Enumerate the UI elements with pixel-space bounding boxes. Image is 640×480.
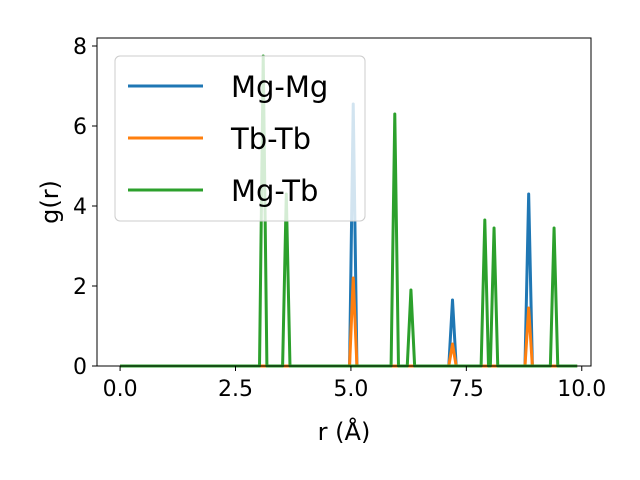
series-line-tb-tb	[120, 276, 578, 368]
y-tick-label: 0	[73, 355, 87, 380]
y-tick-label: 6	[73, 115, 87, 140]
legend-label-tb-tb: Tb-Tb	[230, 122, 311, 156]
y-tick-label: 4	[73, 195, 87, 220]
legend-label-mg-tb: Mg-Tb	[231, 174, 318, 208]
x-tick-label: 10.0	[557, 377, 606, 402]
plot-frame	[96, 37, 592, 367]
x-axis-label: r (Å)	[318, 417, 371, 446]
legend: Mg-Mg Tb-Tb Mg-Tb	[114, 55, 366, 222]
y-tick-label: 2	[73, 275, 87, 300]
x-tick-label: 7.5	[449, 377, 484, 402]
legend-frame	[114, 55, 366, 222]
x-tick-label: 2.5	[218, 377, 253, 402]
x-tick-label: 0.0	[103, 377, 138, 402]
y-axis-label: g(r)	[36, 180, 64, 224]
x-tick-label: 5.0	[333, 377, 368, 402]
ticks-layer: 0.0 2.5 5.0 7.5 10.0 0 2 4 6 8	[73, 35, 606, 402]
y-tick-label: 8	[73, 35, 87, 60]
legend-label-mg-mg: Mg-Mg	[231, 70, 328, 104]
